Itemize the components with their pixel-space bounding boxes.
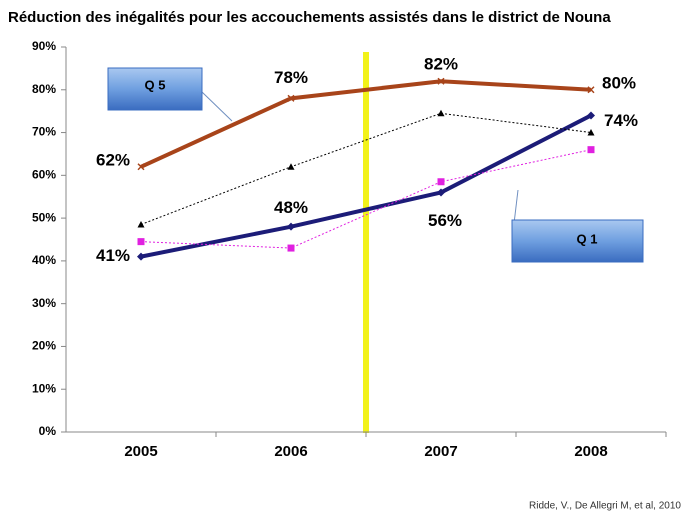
x-tick-label: 2005 bbox=[124, 443, 157, 460]
data-label: 80% bbox=[602, 73, 636, 92]
callout-box bbox=[511, 219, 644, 263]
x-tick-label: 2006 bbox=[274, 443, 307, 460]
callout-box bbox=[107, 67, 203, 111]
y-tick-label: 90% bbox=[32, 39, 56, 53]
data-label: 41% bbox=[96, 246, 130, 265]
marker bbox=[437, 188, 445, 197]
series-line bbox=[140, 79, 592, 169]
callout-line bbox=[201, 91, 233, 122]
annotation: Q 1 bbox=[577, 231, 598, 246]
marker bbox=[137, 221, 145, 228]
series-line bbox=[140, 113, 592, 259]
data-label: 82% bbox=[424, 55, 458, 74]
data-label: 74% bbox=[604, 111, 638, 130]
data-label: 62% bbox=[96, 150, 130, 169]
y-tick-label: 40% bbox=[32, 253, 56, 267]
marker bbox=[587, 111, 595, 120]
marker bbox=[137, 163, 145, 171]
marker bbox=[437, 178, 445, 186]
marker bbox=[437, 109, 445, 117]
y-tick-label: 50% bbox=[32, 210, 56, 224]
marker bbox=[137, 238, 145, 246]
marker bbox=[287, 244, 295, 252]
source: Ridde, V., De Allegri M, et al, 2010 bbox=[529, 501, 681, 512]
data-label: 56% bbox=[428, 211, 462, 230]
marker bbox=[587, 146, 595, 154]
marker bbox=[587, 129, 595, 136]
marker bbox=[287, 163, 295, 170]
marker bbox=[287, 94, 295, 102]
chart-title: Réduction des inégalités pour les accouc… bbox=[8, 9, 611, 26]
marker bbox=[587, 86, 595, 94]
data-label: 48% bbox=[274, 198, 308, 217]
y-tick-label: 70% bbox=[32, 125, 56, 139]
marker bbox=[137, 252, 145, 261]
x-tick-label: 2008 bbox=[574, 443, 607, 460]
y-tick-label: 10% bbox=[32, 381, 56, 395]
y-tick-label: 30% bbox=[32, 296, 56, 310]
series-line bbox=[140, 112, 592, 225]
series-line bbox=[140, 149, 592, 249]
marker bbox=[287, 222, 295, 231]
data-label: 78% bbox=[274, 68, 308, 87]
x-tick-label: 2007 bbox=[424, 443, 457, 460]
y-tick-label: 60% bbox=[32, 168, 56, 182]
y-tick-label: 20% bbox=[32, 339, 56, 353]
y-tick-label: 80% bbox=[32, 82, 56, 96]
y-tick-label: 0% bbox=[39, 424, 57, 438]
marker bbox=[437, 77, 445, 85]
annotation: Q 5 bbox=[145, 77, 166, 92]
